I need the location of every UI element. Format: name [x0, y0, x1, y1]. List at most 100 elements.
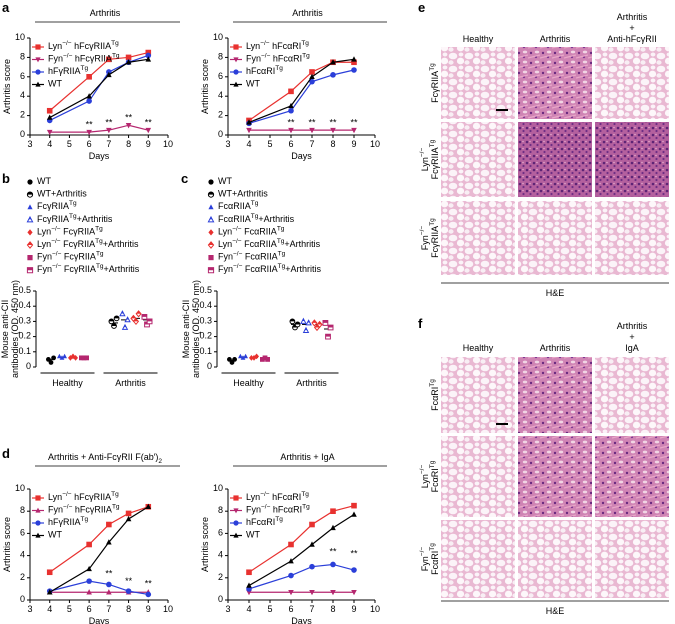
data-point	[351, 127, 357, 134]
column-header: Arthritis	[617, 12, 648, 22]
legend-marker	[27, 229, 33, 236]
panel-label: f	[418, 316, 423, 331]
marker-shape	[145, 56, 152, 62]
marker-shape	[309, 563, 315, 570]
text-run: 6	[288, 139, 293, 149]
data-point	[246, 582, 252, 588]
marker-half	[304, 327, 308, 331]
data-point	[288, 589, 294, 596]
text-run: Tg	[112, 53, 120, 60]
text-run: Fyn	[37, 265, 52, 275]
marker-shape	[46, 107, 53, 114]
text-run: −/−	[233, 251, 243, 258]
data-point	[238, 353, 243, 359]
data-point	[243, 353, 248, 359]
series-line	[49, 54, 149, 121]
legend-label: WT	[48, 79, 62, 89]
data-point	[59, 355, 65, 360]
marker-shape	[145, 503, 152, 509]
text-run: Healthy	[463, 343, 494, 353]
y-tick-label: 6	[218, 71, 223, 81]
text-run: FcαRIIA	[242, 227, 277, 237]
marker-shape	[145, 127, 152, 134]
marker-shape	[330, 127, 336, 134]
y-tick-label: 0.5	[199, 285, 212, 295]
text-run: 6	[20, 528, 25, 538]
legend-marker	[208, 229, 214, 236]
data-point	[325, 333, 331, 340]
text-run: 4	[20, 91, 25, 101]
histology-image	[441, 520, 515, 598]
y-tick-label: 8	[218, 52, 223, 62]
text-run: −/−	[62, 491, 72, 498]
y-tick-label: 0.1	[199, 346, 212, 356]
marker-half	[290, 319, 295, 322]
legend-marker	[27, 204, 33, 210]
text-run: b	[2, 171, 10, 186]
text-run: −/−	[233, 263, 243, 270]
text-run: FcγRIIA	[61, 239, 96, 249]
data-point	[106, 127, 112, 134]
histology-image	[595, 357, 669, 433]
marker-shape	[351, 56, 357, 62]
text-run: FcαRIIA	[218, 202, 251, 212]
marker-shape	[145, 52, 152, 59]
data-point	[288, 572, 294, 579]
data-point	[288, 127, 294, 134]
marker-half	[27, 192, 33, 195]
text-run: 5	[67, 139, 72, 149]
text-run: 8	[330, 139, 335, 149]
x-tick-label: 10	[370, 139, 380, 149]
text-run: 10	[163, 604, 173, 614]
text-run: 6	[218, 528, 223, 538]
y-axis-label: antibodies (OD. 450 nm)	[191, 280, 201, 378]
text-run: 9	[351, 604, 356, 614]
group-label: Arthritis	[296, 378, 327, 388]
histology-image	[518, 520, 592, 598]
text-run: WT	[246, 530, 260, 540]
marker-shape	[233, 520, 239, 526]
marker-shape	[125, 123, 132, 129]
data-point	[68, 355, 73, 361]
panel-label: c	[181, 171, 188, 186]
text-run: 4	[47, 604, 52, 614]
text-run: antibodies (OD. 450 nm)	[10, 280, 20, 378]
group-label: Healthy	[233, 378, 264, 388]
y-tick-label: 0	[207, 361, 212, 371]
marker-shape	[246, 582, 252, 588]
data-point	[125, 54, 132, 61]
text-run: Days	[89, 151, 110, 161]
x-tick-label: 8	[126, 139, 131, 149]
column-header: Healthy	[463, 343, 494, 353]
marker-shape	[86, 541, 92, 548]
text-run: 3	[225, 604, 230, 614]
data-point	[240, 355, 246, 360]
x-tick-label: 9	[351, 604, 356, 614]
text-run: Tg	[275, 516, 283, 523]
legend-label: Lyn−/− FcαRIIATg+Arthritis	[218, 238, 321, 249]
x-tick-label: 9	[146, 604, 151, 614]
data-point	[309, 521, 315, 528]
data-point	[62, 353, 67, 359]
y-tick-label: 4	[20, 550, 25, 560]
row-label: Lyn−/−	[419, 465, 430, 489]
marker-shape	[62, 353, 67, 359]
marker-half	[111, 323, 117, 326]
marker-shape	[233, 69, 239, 75]
marker-half	[114, 315, 119, 319]
marker-shape	[86, 98, 92, 104]
data-point	[106, 539, 112, 545]
text-run: Arthritis	[540, 34, 571, 44]
x-tick-label: 10	[163, 139, 173, 149]
legend-marker	[35, 44, 41, 50]
legend-label: hFcαRITg	[246, 516, 283, 527]
column-header: Anti-hFcγRII	[607, 34, 657, 44]
x-tick-label: 6	[87, 139, 92, 149]
data-point	[300, 317, 307, 324]
text-run: Tg	[301, 40, 309, 47]
stain-label: H&E	[546, 288, 565, 298]
text-run: Tg	[95, 226, 103, 233]
text-run: −/−	[261, 53, 271, 60]
x-tick-label: 7	[106, 139, 111, 149]
text-run: WT+Arthritis	[37, 189, 87, 199]
